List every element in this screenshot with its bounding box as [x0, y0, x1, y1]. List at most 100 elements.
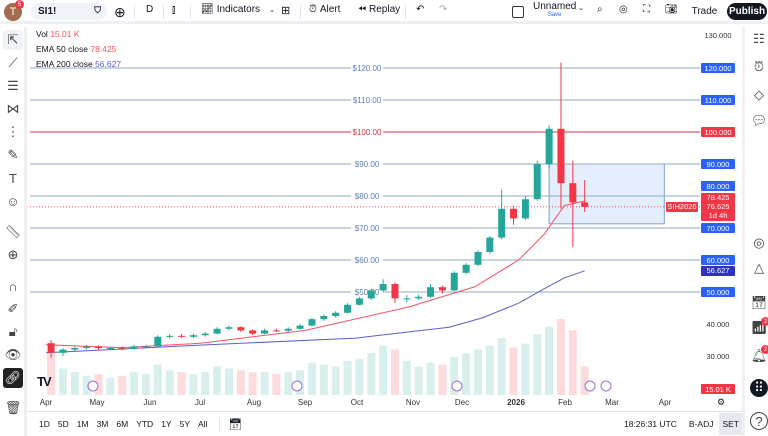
chat-icon[interactable]: 💬︎ [750, 113, 768, 128]
layout-name-button[interactable]: Unnamed Save [533, 1, 577, 19]
help-icon[interactable]: ? [750, 412, 768, 430]
volume-bar [319, 364, 328, 395]
notifications-bell-icon[interactable]: 🔔︎ 2 [750, 345, 768, 365]
candle-body [510, 208, 518, 219]
candle-body [403, 298, 411, 300]
emoji-icon[interactable]: ☺ [6, 193, 20, 209]
price-label: 56.627 [701, 265, 735, 276]
time-label: Apr [658, 398, 672, 407]
volume-bar [248, 372, 257, 395]
target-icon[interactable]: ◎ [753, 235, 765, 250]
range-3m[interactable]: 3M [96, 419, 109, 429]
range-5d[interactable]: 5D [57, 419, 69, 429]
range-1m[interactable]: 1M [76, 419, 89, 429]
trend-line-icon[interactable]: ⟋ [8, 55, 18, 70]
undo-icon[interactable]: ↶ [416, 4, 425, 15]
range-6m[interactable]: 6M [116, 419, 129, 429]
legend-ema50[interactable]: EMA 50 close 78.425 [36, 44, 117, 54]
contract-label: SIH2026 [666, 201, 698, 212]
replay-button[interactable]: ⏪︎ Replay [358, 4, 401, 15]
fullscreen-icon[interactable]: ⛶ [643, 4, 650, 15]
candle-body [474, 252, 482, 265]
interval-button[interactable]: D [146, 4, 154, 15]
alarm-clock-icon[interactable]: ⏰︎ [753, 59, 765, 74]
range-1d[interactable]: 1D [39, 419, 50, 429]
apps-grid-icon[interactable]: ⠿ [750, 379, 768, 397]
pattern-icon[interactable]: ⋈ [6, 101, 20, 116]
candles-icon[interactable]: ⫾ [172, 4, 176, 16]
candle-body [521, 199, 529, 219]
volume-bar [402, 360, 411, 395]
candle-body [415, 296, 423, 299]
range-ytd[interactable]: YTD [136, 419, 154, 429]
time-label: 2026 [507, 398, 525, 407]
hline-label-bg [351, 191, 383, 201]
notification-badge: 5 [15, 0, 24, 9]
price-tick: 40.000 [706, 319, 730, 329]
axis-settings-icon[interactable]: ⚙ [717, 397, 726, 407]
eye-icon[interactable]: 👁︎ [4, 347, 22, 362]
candle-body [296, 325, 304, 329]
time-label: Jul [194, 398, 206, 407]
unlock-icon[interactable]: 🔓︎ [8, 324, 18, 339]
ruler-icon[interactable]: 📏︎ [4, 224, 22, 239]
time-label: Mar [605, 398, 619, 407]
candle-body [438, 287, 446, 291]
camera-icon[interactable]: 📷︎ [665, 4, 678, 15]
alert-button[interactable]: ⏰︎ Alert [309, 4, 341, 15]
volume-bar [296, 370, 305, 395]
zoom-in-icon[interactable]: ⊕ [7, 247, 19, 262]
time-label: Jun [143, 398, 157, 407]
ideas-stream-icon[interactable]: 📶︎ 2 [750, 317, 768, 337]
calendar-icon[interactable]: 📅︎ [750, 295, 768, 310]
shield-heart-icon[interactable]: ⛉ [94, 5, 101, 15]
event-marker-icon [584, 380, 596, 392]
volume-bar [272, 374, 281, 395]
goto-date-icon[interactable]: 📅︎ [219, 417, 242, 431]
legend-volume[interactable]: Vol 15.01 K [36, 29, 80, 39]
hline-label-bg [351, 63, 383, 73]
watchlist-icon[interactable]: ☷ [753, 31, 765, 46]
magnet-icon[interactable]: ∩ [8, 278, 18, 294]
legend-ema200[interactable]: EMA 200 close 56.627 [36, 59, 122, 69]
layout-square-icon[interactable] [512, 6, 524, 18]
volume-bar [130, 372, 139, 395]
pine-icon[interactable]: △ [754, 260, 764, 275]
indicators-icon: 📈︎ [201, 4, 214, 15]
fib-icon[interactable]: ⋮ [6, 124, 20, 139]
volume-bar [331, 366, 340, 395]
brush-icon[interactable]: ✎ [7, 147, 19, 162]
publish-button[interactable]: Publish [727, 3, 767, 20]
redo-icon[interactable]: ↷ [439, 4, 448, 15]
clock-time[interactable]: 18:26:31 UTC [623, 419, 677, 429]
layers-icon[interactable]: ◇ [754, 87, 764, 102]
hline-label: $60.00 [355, 256, 380, 265]
b-adj-button[interactable]: B-ADJ [688, 419, 714, 429]
candle-body [166, 335, 174, 337]
symbol-search[interactable]: SI1! ⛉ [31, 3, 107, 20]
time-label: Dec [454, 398, 470, 407]
event-marker-icon [291, 380, 303, 392]
text-icon[interactable]: T [9, 170, 17, 186]
settings-icon[interactable]: ◎ [619, 4, 628, 15]
range-5y[interactable]: 5Y [179, 419, 190, 429]
candle-body [130, 346, 138, 349]
chevron-down-icon[interactable]: ⌄ [578, 5, 584, 12]
range-buttons: 1D 5D 1M 3M 6M YTD 1Y 5Y All [35, 419, 211, 429]
trash-icon[interactable]: 🗑︎ [4, 400, 22, 415]
volume-bar [106, 377, 115, 395]
indicators-button[interactable]: 📈︎ Indicators ⌄ [201, 4, 275, 15]
quick-search-icon[interactable]: ⌕ [597, 4, 603, 15]
cursor-icon[interactable]: ⇱ [3, 30, 23, 50]
trade-button[interactable]: Trade [691, 6, 718, 17]
range-all[interactable]: All [198, 419, 208, 429]
templates-grid-icon[interactable]: ⊞ [281, 5, 291, 17]
horizontal-lines-icon[interactable]: ☰ [7, 78, 19, 93]
price-label: 100.000 [701, 127, 735, 137]
range-1y[interactable]: 1Y [161, 419, 172, 429]
link-icon[interactable]: 🔗︎ [3, 368, 23, 388]
add-symbol-icon[interactable]: ⊕ [114, 4, 126, 20]
lock-drawing-icon[interactable]: ✐ [7, 301, 19, 316]
session-button[interactable]: SET [719, 413, 742, 435]
